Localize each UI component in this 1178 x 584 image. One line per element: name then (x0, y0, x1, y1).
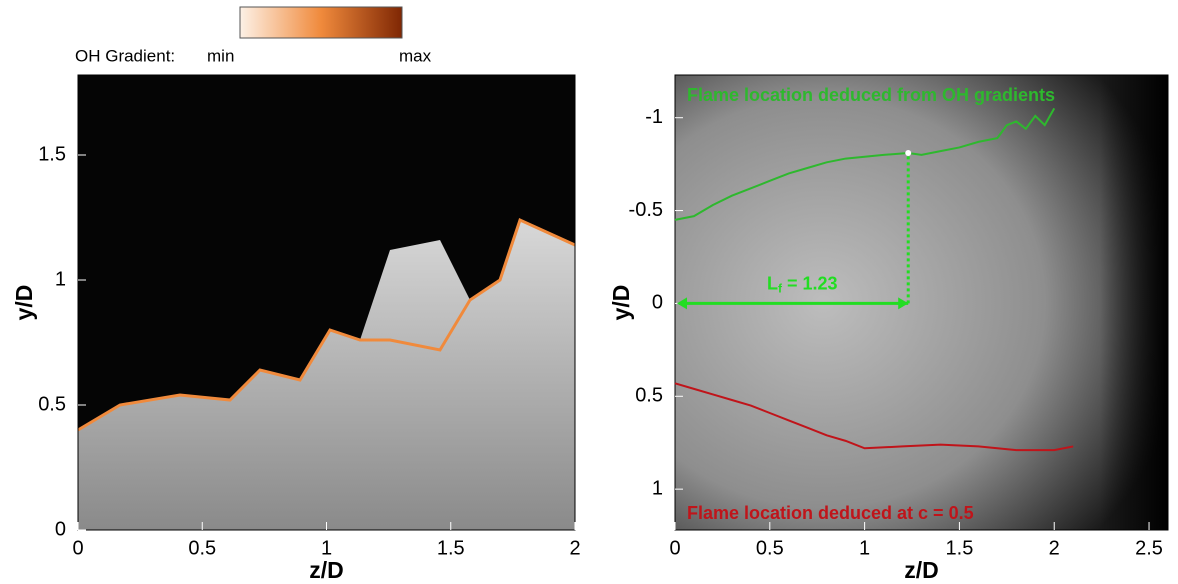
flame-length-subscript: f (778, 282, 783, 296)
y-tick-label: 0.5 (635, 385, 663, 407)
image-edge (1100, 75, 1168, 530)
y-tick-label: 1 (55, 268, 66, 290)
flame-length-symbol: L (767, 273, 778, 293)
x-tick-label: 0.5 (188, 537, 216, 559)
flame-image (78, 220, 575, 530)
flame-length-label: Lf = 1.23 (767, 273, 838, 295)
arrow-head (677, 297, 687, 310)
x-tick-label: 0 (669, 537, 680, 559)
arrow-head (898, 297, 909, 310)
x-tick-label: 1.5 (946, 537, 974, 559)
series-label: Flame location deduced from OH gradients (687, 85, 1055, 105)
x-tick-label: 2.5 (1135, 537, 1163, 559)
x-axis-label: z/D (309, 557, 344, 583)
colorbar-label: OH Gradient: (75, 46, 175, 65)
flame-line (674, 107, 1056, 221)
flame-length-value: = 1.23 (787, 273, 838, 293)
flame-tip-marker (905, 150, 912, 156)
y-tick-label: -1 (645, 106, 663, 128)
y-axis-label: y/D (608, 285, 634, 321)
oh-gradient-contour (77, 217, 576, 432)
colorbar (239, 6, 403, 39)
x-tick-label: 1 (859, 537, 870, 559)
x-tick-label: 2 (569, 537, 580, 559)
plot-frame (674, 74, 1169, 531)
y-axis-label: y/D (11, 285, 37, 321)
flame-line (674, 382, 1074, 452)
x-tick-label: 0 (72, 537, 83, 559)
x-tick-label: 1.5 (437, 537, 465, 559)
series-label: Flame location deduced at c = 0.5 (687, 503, 974, 523)
colorbar-max: max (399, 46, 432, 65)
y-tick-label: 0 (652, 292, 663, 314)
x-tick-label: 2 (1049, 537, 1060, 559)
y-tick-label: -0.5 (629, 199, 663, 221)
colorbar-min: min (207, 46, 234, 65)
x-tick-label: 1 (321, 537, 332, 559)
y-tick-label: 1 (652, 477, 663, 499)
y-tick-label: 0.5 (38, 393, 66, 415)
x-axis-label: z/D (904, 557, 939, 583)
y-tick-label: 1.5 (38, 143, 66, 165)
x-tick-label: 0.5 (756, 537, 784, 559)
y-tick-label: 0 (55, 518, 66, 540)
